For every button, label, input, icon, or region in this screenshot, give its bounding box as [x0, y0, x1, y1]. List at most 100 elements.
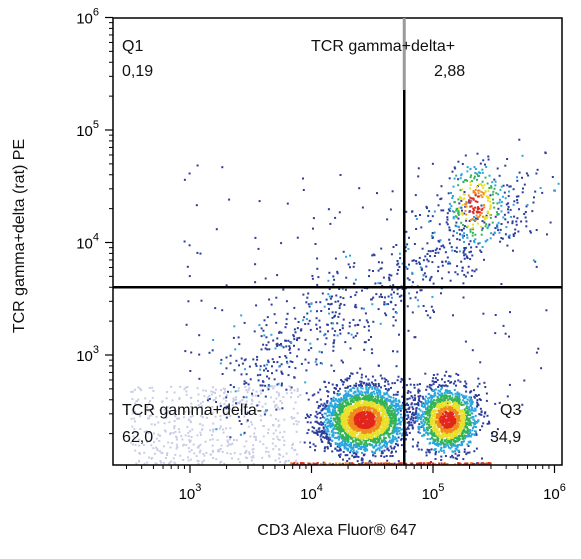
- event-dot: [347, 427, 350, 430]
- event-dot: [406, 243, 409, 246]
- event-dot: [309, 414, 312, 416]
- event-dot: [424, 417, 426, 419]
- event-dot: [387, 406, 390, 409]
- event-dot: [151, 396, 154, 399]
- event-dot: [334, 411, 337, 414]
- event-dot: [381, 422, 384, 425]
- event-dot: [385, 423, 388, 426]
- event-dot: [319, 326, 322, 329]
- event-dot: [412, 399, 415, 402]
- event-dot: [387, 429, 390, 432]
- event-dot: [452, 434, 455, 437]
- event-dot: [432, 425, 435, 428]
- event-dot: [396, 263, 399, 266]
- event-dot: [281, 402, 283, 405]
- event-dot: [464, 246, 467, 249]
- event-dot: [432, 383, 435, 386]
- event-dot: [433, 411, 436, 413]
- event-dot: [469, 423, 472, 426]
- event-dot: [277, 382, 280, 385]
- event-dot: [360, 380, 363, 383]
- event-dot: [347, 449, 349, 452]
- event-dot: [484, 225, 487, 228]
- event-dot: [268, 377, 271, 380]
- event-dot: [468, 243, 471, 246]
- event-dot: [345, 404, 348, 407]
- event-dot: [211, 434, 213, 436]
- event-dot: [445, 221, 448, 224]
- event-dot: [259, 384, 262, 387]
- event-dot: [518, 208, 520, 211]
- event-dot: [404, 404, 407, 406]
- event-dot: [290, 386, 293, 389]
- event-dot: [280, 382, 283, 385]
- event-dot: [199, 423, 202, 425]
- event-dot: [371, 303, 374, 306]
- event-dot: [327, 411, 330, 414]
- event-dot: [131, 412, 134, 415]
- event-dot: [157, 433, 160, 436]
- event-dot: [471, 406, 473, 409]
- event-dot: [525, 225, 528, 228]
- event-dot: [378, 436, 381, 439]
- event-dot: [321, 409, 324, 411]
- event-dot: [527, 174, 530, 177]
- event-dot: [309, 446, 312, 449]
- event-dot: [319, 388, 322, 391]
- event-dot: [263, 413, 266, 416]
- event-dot: [334, 257, 337, 260]
- event-dot: [382, 423, 385, 426]
- event-dot: [463, 254, 466, 257]
- event-dot: [296, 423, 299, 426]
- event-dot: [211, 438, 214, 441]
- event-dot: [159, 450, 161, 453]
- event-dot: [459, 250, 461, 253]
- event-dot: [463, 225, 466, 228]
- event-dot: [385, 414, 388, 416]
- event-dot: [368, 382, 371, 385]
- event-dot: [410, 402, 413, 405]
- event-dot: [293, 328, 296, 331]
- event-dot: [335, 425, 338, 428]
- event-dot: [165, 397, 168, 400]
- event-dot: [285, 392, 288, 395]
- event-dot: [421, 247, 424, 250]
- event-dot: [316, 401, 319, 404]
- event-dot: [461, 419, 464, 422]
- event-dot: [289, 360, 292, 363]
- event-dot: [342, 250, 345, 253]
- event-dot: [453, 440, 456, 443]
- event-dot: [392, 324, 395, 327]
- event-dot: [331, 429, 334, 432]
- event-dot: [360, 434, 363, 437]
- event-dot: [339, 445, 342, 448]
- event-dot: [458, 454, 460, 457]
- event-dot: [223, 413, 226, 416]
- event-dot: [258, 324, 261, 327]
- event-dot: [411, 259, 414, 262]
- event-dot: [344, 416, 347, 419]
- event-dot: [460, 409, 463, 412]
- event-dot: [262, 435, 265, 438]
- event-dot: [332, 431, 335, 434]
- event-dot: [483, 415, 486, 418]
- event-dot: [393, 447, 395, 450]
- event-dot: [473, 241, 476, 244]
- event-dot: [218, 394, 221, 397]
- event-dot: [238, 402, 241, 405]
- event-dot: [557, 182, 560, 185]
- event-dot: [360, 376, 363, 379]
- event-dot: [429, 408, 432, 411]
- event-dot: [324, 419, 327, 421]
- event-dot: [295, 459, 298, 462]
- event-dot: [214, 391, 216, 394]
- event-dot: [282, 288, 285, 291]
- event-dot: [476, 185, 478, 188]
- event-dot: [385, 420, 388, 423]
- event-dot: [524, 216, 527, 219]
- event-dot: [251, 394, 254, 397]
- event-dot: [457, 184, 460, 187]
- event-dot: [349, 266, 351, 269]
- event-dot: [262, 425, 265, 427]
- event-dot: [342, 426, 345, 429]
